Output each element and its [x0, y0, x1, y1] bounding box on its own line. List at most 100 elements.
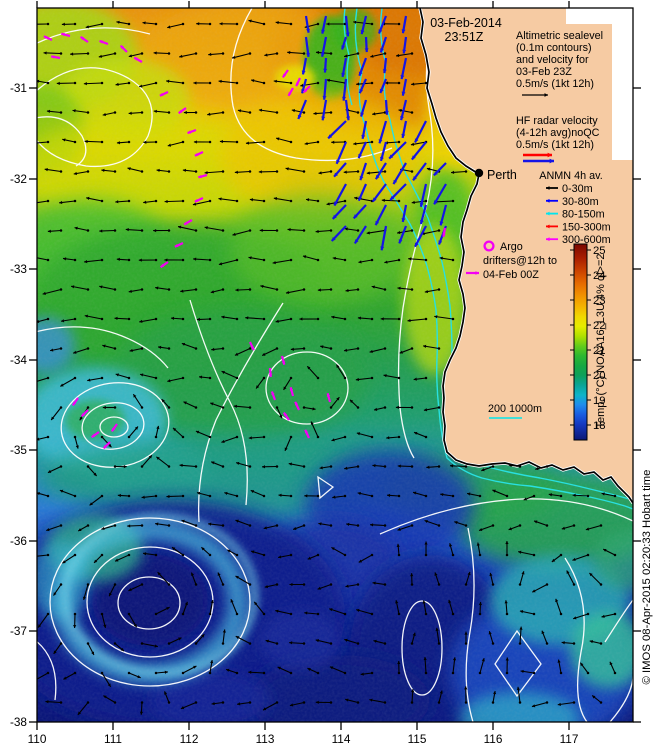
velocity-arrow-tail: [599, 524, 603, 527]
velocity-arrow-tail: [491, 642, 495, 645]
velocity-arrow-head: [248, 670, 252, 674]
velocity-arrow-tail: [505, 494, 509, 498]
velocity-arrow: [317, 583, 333, 590]
velocity-arrow: [249, 198, 266, 203]
velocity-arrow-head: [73, 350, 77, 354]
velocity-arrow-tail: [73, 494, 77, 498]
velocity-arrow-tail: [140, 524, 144, 527]
velocity-arrow-head: [423, 408, 428, 412]
velocity-arrow: [234, 347, 252, 356]
velocity-arrow-head: [173, 427, 177, 432]
velocity-arrow-head: [139, 711, 144, 715]
velocity-arrow: [143, 199, 158, 204]
velocity-arrow-tail: [194, 52, 198, 55]
velocity-arrow: [343, 347, 360, 352]
hf-radar-arrow: [358, 78, 368, 94]
drifter-arrow: [159, 91, 169, 97]
velocity-arrow-head: [127, 524, 131, 528]
velocity-arrow-head: [357, 491, 361, 496]
velocity-arrow-tail: [235, 140, 239, 144]
velocity-arrow-tail: [329, 642, 333, 645]
velocity-arrow-head: [344, 466, 348, 470]
velocity-arrow-tail: [302, 288, 306, 291]
velocity-arrow-head: [372, 581, 376, 585]
velocity-arrow-head: [224, 491, 228, 495]
velocity-arrow-head: [235, 519, 239, 523]
velocity-arrow-head: [193, 140, 197, 144]
hf-radar-arrow: [321, 15, 328, 34]
velocity-arrow-tail: [410, 288, 414, 291]
velocity-arrow-tail: [545, 701, 549, 704]
drifter-arrow-head: [288, 92, 292, 96]
velocity-arrow-tail: [275, 406, 279, 409]
velocity-arrow: [127, 524, 144, 528]
velocity-arrow-tail: [464, 583, 468, 586]
drifter-arrow-head: [120, 45, 125, 50]
velocity-arrow-head: [164, 691, 168, 695]
velocity-arrow: [47, 465, 63, 474]
velocity-arrow: [304, 611, 320, 616]
drifter-arrow: [287, 87, 294, 97]
velocity-arrow-head: [492, 690, 497, 695]
velocity-arrow-tail: [329, 347, 333, 350]
velocity-arrow: [541, 630, 549, 645]
drifter-arrow-head: [111, 427, 116, 432]
sealevel-contour-line: [465, 527, 475, 722]
velocity-arrow: [132, 393, 144, 409]
velocity-arrow: [196, 317, 212, 322]
velocity-arrow-tail: [113, 347, 117, 350]
velocity-arrow-tail: [397, 435, 401, 439]
x-tick-label: 116: [484, 732, 503, 746]
hf-radar-arrow: [322, 78, 328, 100]
velocity-arrow-tail: [356, 642, 360, 645]
sealevel-contour-line: [37, 326, 169, 369]
velocity-arrow: [332, 494, 347, 499]
velocity-arrow-tail: [370, 258, 374, 262]
velocity-arrow: [357, 491, 374, 498]
velocity-arrow-head: [101, 168, 105, 173]
velocity-arrow-tail: [181, 140, 185, 144]
hf-radar-arrow-head: [321, 29, 326, 34]
velocity-arrow-head: [284, 447, 288, 451]
velocity-arrow-head: [164, 258, 168, 262]
velocity-arrow-tail: [235, 81, 239, 85]
velocity-arrow: [466, 492, 482, 498]
hf-radar-arrow-shaft: [388, 141, 407, 160]
velocity-arrow-shaft: [218, 80, 238, 84]
velocity-arrow: [411, 199, 428, 205]
velocity-arrow-head: [237, 702, 241, 706]
velocity-arrow: [292, 524, 306, 530]
velocity-arrow-head: [423, 657, 427, 661]
velocity-arrow-head: [345, 698, 349, 702]
velocity-arrow-head: [426, 465, 430, 469]
velocity-arrow: [127, 612, 138, 628]
velocity-arrow-tail: [235, 671, 239, 675]
velocity-arrow: [194, 633, 205, 645]
hf-radar-arrow: [360, 99, 368, 117]
velocity-arrow-tail: [397, 258, 401, 262]
velocity-arrow: [289, 701, 306, 707]
sealevel-contour-line: [379, 498, 633, 535]
velocity-arrow: [372, 581, 387, 586]
velocity-arrow: [87, 376, 104, 382]
velocity-arrow: [413, 376, 428, 381]
velocity-arrow-head: [331, 315, 335, 319]
velocity-arrow: [585, 524, 603, 531]
y-tick-label: -33: [10, 262, 27, 276]
velocity-arrow-tail: [545, 465, 549, 468]
velocity-arrow: [423, 406, 441, 412]
velocity-arrow-tail: [208, 612, 212, 616]
velocity-arrow-shaft: [326, 79, 346, 84]
velocity-arrow: [411, 81, 428, 86]
velocity-arrow-tail: [316, 612, 320, 616]
velocity-arrow-head: [349, 399, 354, 403]
velocity-arrow-tail: [194, 642, 198, 645]
sealevel-contour-line: [494, 629, 542, 698]
velocity-arrow-head: [410, 142, 415, 146]
hf-radar-arrow-shaft: [414, 120, 427, 144]
velocity-arrow: [329, 608, 347, 616]
velocity-arrow-tail: [329, 406, 333, 409]
velocity-arrow: [192, 199, 212, 206]
velocity-arrow-tail: [383, 288, 387, 291]
velocity-arrow-head: [386, 436, 390, 440]
